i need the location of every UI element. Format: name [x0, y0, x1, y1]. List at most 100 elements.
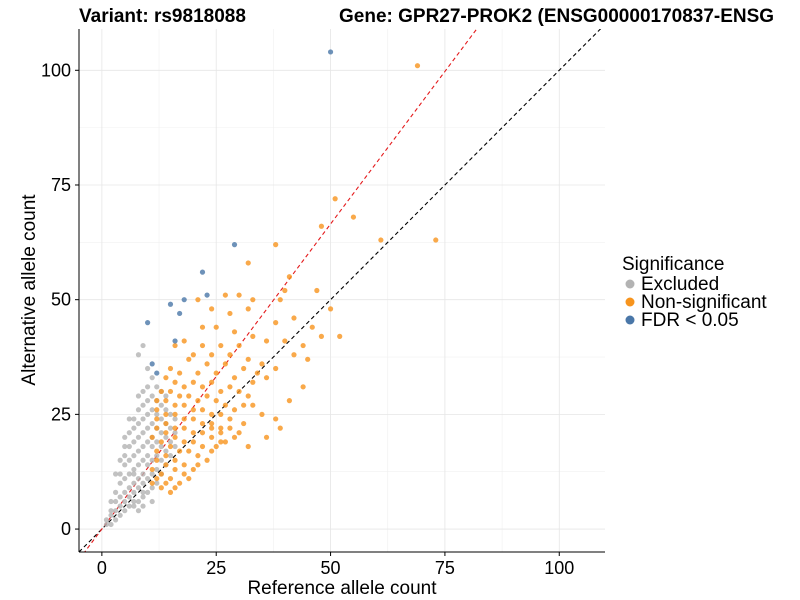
point-non-significant — [209, 434, 215, 440]
point-excluded — [117, 457, 123, 463]
point-excluded — [154, 384, 160, 390]
y-tick-label: 25 — [51, 404, 71, 424]
point-excluded — [122, 462, 128, 468]
point-non-significant — [199, 430, 206, 436]
point-non-significant — [154, 398, 160, 404]
y-tick-label: 75 — [51, 175, 71, 195]
point-excluded — [158, 443, 164, 450]
point-excluded — [140, 342, 146, 349]
point-non-significant — [177, 448, 183, 454]
point-excluded — [140, 471, 146, 477]
point-excluded — [149, 407, 155, 413]
point-excluded — [145, 489, 151, 495]
point-excluded — [140, 480, 146, 486]
point-excluded — [163, 448, 169, 454]
point-non-significant — [163, 375, 169, 381]
point-excluded — [145, 384, 151, 390]
point-non-significant — [199, 420, 206, 427]
point-non-significant — [213, 324, 219, 330]
point-excluded — [154, 466, 160, 473]
point-non-significant — [199, 443, 206, 450]
point-non-significant — [250, 379, 256, 385]
point-excluded — [135, 508, 142, 514]
point-non-significant — [236, 430, 242, 436]
point-excluded — [163, 407, 169, 413]
fitted-reference-line — [83, 29, 478, 552]
point-non-significant — [149, 466, 155, 473]
point-non-significant — [149, 480, 155, 486]
point-excluded — [122, 489, 128, 495]
chart-title-gene: Gene: GPR27-PROK2 (ENSG00000170837-ENSG — [339, 6, 774, 27]
x-tick-label: 25 — [206, 558, 226, 578]
x-tick-label: 50 — [321, 558, 341, 578]
point-non-significant — [378, 237, 384, 243]
point-excluded — [117, 494, 123, 500]
point-non-significant — [236, 342, 242, 349]
point-non-significant — [167, 365, 174, 372]
point-non-significant — [218, 439, 224, 445]
point-non-significant — [186, 393, 192, 399]
point-non-significant — [332, 196, 338, 202]
point-non-significant — [327, 306, 334, 312]
point-non-significant — [273, 242, 279, 248]
point-excluded — [140, 494, 146, 500]
point-excluded — [140, 430, 146, 436]
point-non-significant — [181, 416, 187, 422]
point-excluded — [163, 434, 169, 440]
point-fdr-0-05 — [177, 310, 183, 317]
point-excluded — [135, 462, 142, 468]
point-non-significant — [245, 356, 251, 362]
point-fdr-0-05 — [154, 370, 160, 376]
y-axis-title: Alternative allele count — [19, 194, 40, 386]
point-non-significant — [195, 462, 201, 468]
x-axis-title: Reference allele count — [247, 578, 437, 599]
point-non-significant — [291, 352, 297, 358]
point-non-significant — [172, 411, 178, 417]
point-non-significant — [195, 453, 201, 459]
point-non-significant — [231, 329, 238, 335]
point-non-significant — [231, 375, 238, 381]
point-non-significant — [158, 388, 164, 395]
axis-ticks: 0 25 50 75 100 0 25 50 75 100 — [41, 60, 574, 578]
point-excluded — [112, 508, 119, 514]
point-excluded — [108, 508, 114, 514]
point-non-significant — [172, 342, 178, 349]
point-excluded — [117, 512, 123, 518]
point-non-significant — [181, 439, 187, 445]
point-non-significant — [263, 375, 270, 381]
point-excluded — [145, 425, 151, 431]
point-non-significant — [414, 63, 421, 69]
x-tick-label: 0 — [97, 558, 107, 578]
point-excluded — [112, 489, 119, 495]
point-non-significant — [318, 223, 325, 229]
point-non-significant — [273, 320, 279, 326]
point-non-significant — [163, 430, 169, 436]
point-non-significant — [163, 453, 169, 459]
point-non-significant — [222, 402, 228, 408]
point-non-significant — [186, 475, 192, 482]
point-non-significant — [227, 310, 233, 317]
point-excluded — [131, 489, 137, 495]
point-non-significant — [209, 448, 215, 454]
point-excluded — [117, 503, 123, 509]
point-excluded — [172, 443, 178, 450]
point-excluded — [149, 485, 155, 491]
point-non-significant — [213, 370, 219, 376]
point-non-significant — [149, 434, 155, 440]
point-excluded — [131, 466, 137, 473]
point-excluded — [149, 471, 155, 477]
point-excluded — [145, 475, 151, 482]
point-non-significant — [190, 352, 196, 358]
point-non-significant — [227, 384, 233, 390]
point-excluded — [149, 420, 155, 427]
point-non-significant — [236, 292, 242, 298]
legend-title: Significance — [622, 254, 724, 275]
point-excluded — [135, 434, 142, 440]
point-non-significant — [241, 420, 247, 427]
point-non-significant — [263, 434, 270, 440]
point-non-significant — [195, 297, 201, 303]
point-non-significant — [259, 411, 265, 417]
point-excluded — [167, 453, 174, 459]
legend-swatch-fdr-0-05 — [625, 315, 635, 325]
point-non-significant — [190, 466, 196, 473]
